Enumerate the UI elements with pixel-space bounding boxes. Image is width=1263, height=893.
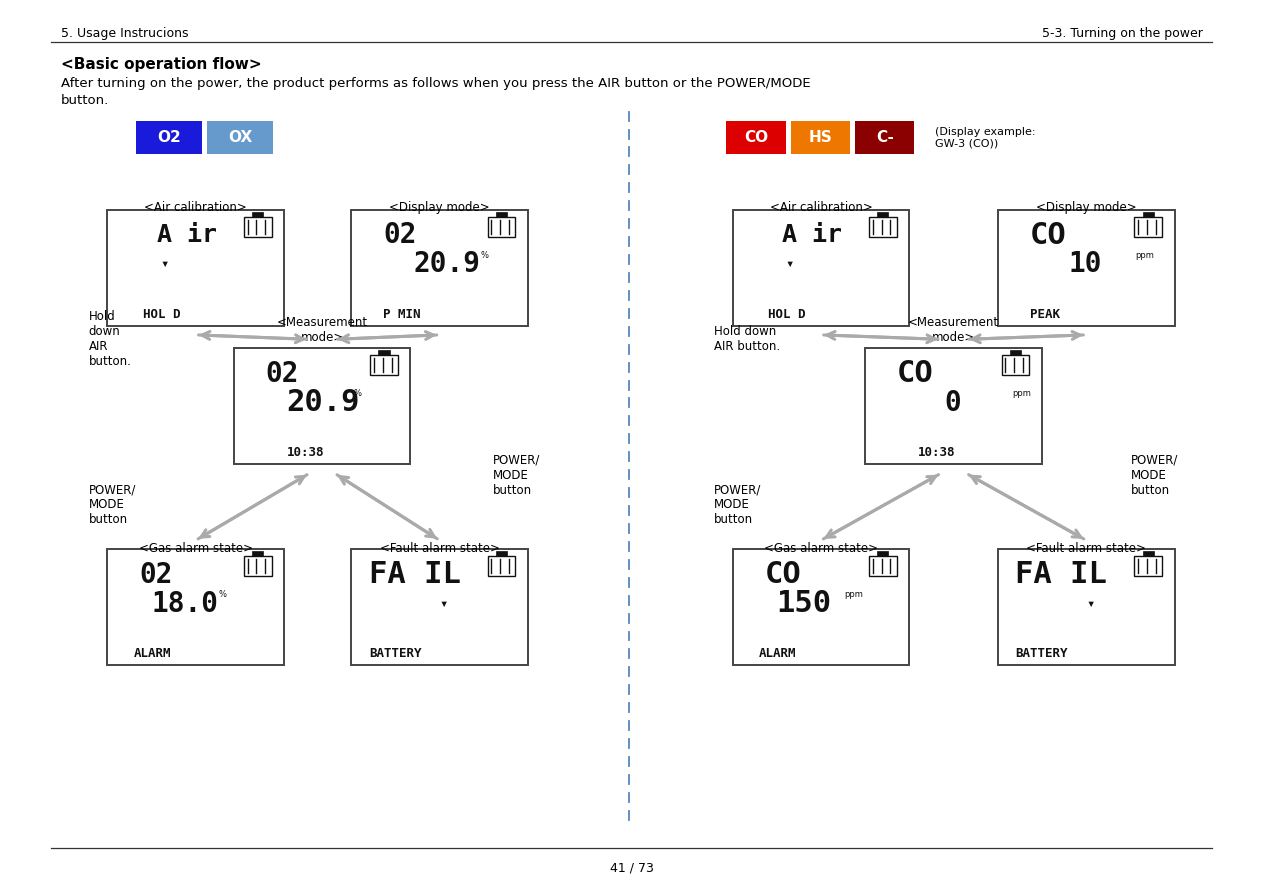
- Text: ppm: ppm: [1012, 389, 1031, 398]
- Text: Hold down
AIR button.: Hold down AIR button.: [714, 325, 779, 354]
- Text: HS: HS: [808, 130, 832, 145]
- Text: <Basic operation flow>: <Basic operation flow>: [61, 57, 261, 71]
- FancyBboxPatch shape: [488, 217, 515, 237]
- Text: ▾: ▾: [440, 597, 448, 611]
- FancyBboxPatch shape: [379, 350, 389, 355]
- FancyBboxPatch shape: [136, 121, 202, 154]
- FancyBboxPatch shape: [869, 217, 897, 237]
- Text: POWER/
MODE
button: POWER/ MODE button: [714, 483, 762, 526]
- Text: <Measurement
mode>: <Measurement mode>: [908, 316, 999, 344]
- Text: BATTERY: BATTERY: [1015, 647, 1068, 660]
- Text: ppm: ppm: [1135, 251, 1154, 260]
- FancyBboxPatch shape: [1010, 350, 1021, 355]
- FancyBboxPatch shape: [496, 551, 506, 556]
- FancyBboxPatch shape: [351, 549, 528, 665]
- FancyBboxPatch shape: [351, 210, 528, 326]
- FancyBboxPatch shape: [107, 549, 284, 665]
- Text: CO: CO: [1029, 221, 1066, 250]
- Text: <Display mode>: <Display mode>: [389, 201, 490, 214]
- Text: button.: button.: [61, 94, 109, 106]
- Text: <Gas alarm state>: <Gas alarm state>: [139, 542, 253, 555]
- Text: 20.9: 20.9: [287, 388, 360, 417]
- Text: ▾: ▾: [160, 257, 169, 271]
- Text: 02: 02: [139, 561, 173, 588]
- FancyBboxPatch shape: [107, 210, 284, 326]
- FancyBboxPatch shape: [791, 121, 850, 154]
- Text: 02: 02: [265, 360, 299, 388]
- Text: P MIN: P MIN: [383, 308, 421, 321]
- Text: ALARM: ALARM: [759, 647, 797, 660]
- Text: <Gas alarm state>: <Gas alarm state>: [764, 542, 878, 555]
- Text: O2: O2: [158, 130, 181, 145]
- FancyBboxPatch shape: [234, 348, 410, 464]
- Text: 10: 10: [1068, 250, 1103, 279]
- Text: %: %: [354, 389, 362, 398]
- FancyBboxPatch shape: [370, 355, 398, 375]
- FancyBboxPatch shape: [855, 121, 914, 154]
- FancyBboxPatch shape: [253, 551, 263, 556]
- Text: ALARM: ALARM: [134, 647, 172, 660]
- Text: %: %: [480, 251, 489, 260]
- FancyBboxPatch shape: [733, 210, 909, 326]
- Text: 02: 02: [383, 221, 417, 249]
- Text: <Air calibration>: <Air calibration>: [769, 201, 873, 214]
- FancyBboxPatch shape: [998, 549, 1175, 665]
- Text: HOL D: HOL D: [768, 308, 806, 321]
- Text: POWER/
MODE
button: POWER/ MODE button: [1130, 454, 1178, 497]
- Text: ▾: ▾: [786, 257, 794, 271]
- Text: BATTERY: BATTERY: [369, 647, 422, 660]
- Text: CO: CO: [744, 130, 768, 145]
- Text: 18.0: 18.0: [152, 589, 218, 618]
- Text: POWER/
MODE
button: POWER/ MODE button: [88, 483, 136, 526]
- FancyBboxPatch shape: [1143, 551, 1153, 556]
- Text: POWER/
MODE
button: POWER/ MODE button: [493, 454, 541, 497]
- Text: <Measurement
mode>: <Measurement mode>: [277, 316, 368, 344]
- FancyBboxPatch shape: [1143, 212, 1153, 217]
- Text: PEAK: PEAK: [1029, 308, 1060, 321]
- FancyBboxPatch shape: [207, 121, 273, 154]
- Text: ▾: ▾: [1086, 597, 1095, 611]
- FancyBboxPatch shape: [244, 556, 272, 576]
- Text: OX: OX: [227, 130, 253, 145]
- Text: CO: CO: [764, 560, 801, 589]
- Text: 20.9: 20.9: [413, 250, 480, 279]
- FancyBboxPatch shape: [878, 551, 888, 556]
- Text: C-: C-: [875, 130, 894, 145]
- Text: 41 / 73: 41 / 73: [610, 862, 653, 874]
- Text: ppm: ppm: [844, 590, 863, 599]
- Text: <Fault alarm state>: <Fault alarm state>: [380, 542, 499, 555]
- FancyBboxPatch shape: [865, 348, 1042, 464]
- FancyBboxPatch shape: [998, 210, 1175, 326]
- Text: %: %: [218, 590, 227, 599]
- FancyBboxPatch shape: [1002, 355, 1029, 375]
- Text: 150: 150: [777, 589, 832, 618]
- Text: 5-3. Turning on the power: 5-3. Turning on the power: [1042, 27, 1202, 39]
- Text: <Fault alarm state>: <Fault alarm state>: [1027, 542, 1146, 555]
- FancyBboxPatch shape: [869, 556, 897, 576]
- Text: HOL D: HOL D: [143, 308, 181, 321]
- Text: Hold
down
AIR
button.: Hold down AIR button.: [88, 311, 131, 368]
- Text: 10:38: 10:38: [287, 446, 325, 459]
- Text: After turning on the power, the product performs as follows when you press the A: After turning on the power, the product …: [61, 78, 811, 90]
- FancyBboxPatch shape: [496, 212, 506, 217]
- Text: A ir: A ir: [782, 223, 842, 247]
- Text: FA IL: FA IL: [1015, 560, 1108, 589]
- Text: 0: 0: [945, 388, 961, 417]
- Text: 10:38: 10:38: [918, 446, 956, 459]
- Text: CO: CO: [897, 359, 933, 388]
- Text: <Air calibration>: <Air calibration>: [144, 201, 248, 214]
- FancyBboxPatch shape: [726, 121, 786, 154]
- FancyBboxPatch shape: [878, 212, 888, 217]
- FancyBboxPatch shape: [1134, 556, 1162, 576]
- Text: FA IL: FA IL: [369, 560, 461, 589]
- FancyBboxPatch shape: [733, 549, 909, 665]
- Text: <Display mode>: <Display mode>: [1036, 201, 1137, 214]
- FancyBboxPatch shape: [488, 556, 515, 576]
- FancyBboxPatch shape: [253, 212, 263, 217]
- Text: (Display example:
GW-3 (CO)): (Display example: GW-3 (CO)): [935, 127, 1036, 148]
- FancyBboxPatch shape: [244, 217, 272, 237]
- FancyBboxPatch shape: [1134, 217, 1162, 237]
- Text: A ir: A ir: [157, 223, 217, 247]
- Text: 5. Usage Instrucions: 5. Usage Instrucions: [61, 27, 188, 39]
